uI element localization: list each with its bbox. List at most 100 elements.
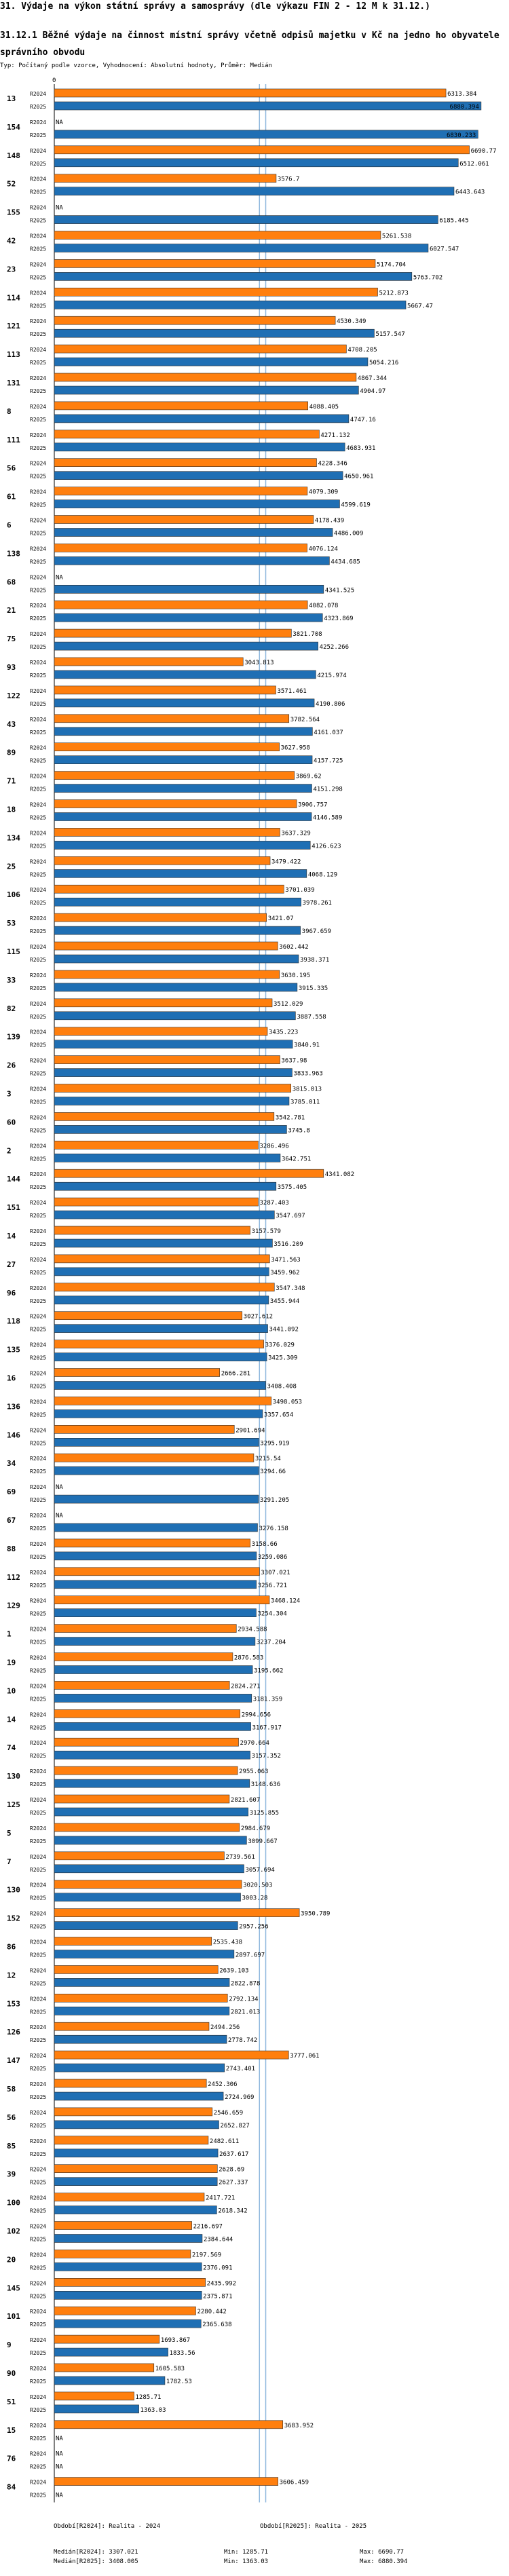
series-label-r2024: R2024 — [30, 603, 46, 609]
series-label-r2025: R2025 — [30, 1099, 46, 1105]
region-id-label: 118 — [7, 1317, 20, 1326]
bar-r2025 — [54, 2177, 218, 2186]
value-label-r2025: 2724.969 — [225, 2094, 254, 2101]
series-label-r2025: R2025 — [30, 900, 46, 906]
value-label-r2025: 3547.697 — [276, 1213, 305, 1219]
region-id-label: 67 — [7, 1516, 16, 1525]
region-id-label: 130 — [7, 1886, 20, 1895]
series-label-r2024: R2024 — [30, 2280, 46, 2286]
bar-r2024 — [54, 1425, 235, 1434]
series-label-r2024: R2024 — [30, 233, 46, 240]
series-label-r2025: R2025 — [30, 1241, 46, 1247]
bar-r2025 — [54, 2376, 166, 2385]
bar-r2025 — [54, 357, 369, 366]
bar-r2024 — [54, 628, 292, 638]
bar-r2024 — [54, 458, 317, 468]
series-label-r2025: R2025 — [30, 1127, 46, 1133]
bar-r2025 — [54, 784, 312, 793]
bar-r2025 — [54, 300, 407, 309]
region-id-label: 39 — [7, 2170, 16, 2179]
series-label-r2024: R2024 — [30, 631, 46, 637]
value-label-r2025: 1833.56 — [170, 2350, 195, 2357]
series-label-r2025: R2025 — [30, 1895, 46, 1901]
series-label-r2025: R2025 — [30, 2436, 46, 2442]
na-label-r2024: NA — [56, 1484, 63, 1491]
value-label-r2024: 2482.611 — [210, 2138, 239, 2145]
bar-r2025 — [54, 1068, 293, 1077]
value-label-r2024: 2876.583 — [234, 1655, 263, 1662]
region-id-label: 85 — [7, 2142, 16, 2151]
series-label-r2025: R2025 — [30, 1355, 46, 1361]
region-id-label: 21 — [7, 606, 16, 615]
bar-r2025 — [54, 187, 455, 196]
series-label-r2024: R2024 — [30, 1513, 46, 1519]
bar-r2024 — [54, 2306, 196, 2315]
value-label-r2024: 3869.62 — [296, 774, 322, 780]
x-axis-zero-label: 0 — [52, 77, 56, 84]
bar-r2024 — [54, 2079, 207, 2088]
series-label-r2024: R2024 — [30, 318, 46, 324]
bar-r2024 — [54, 373, 357, 382]
value-label-r2024: 3043.813 — [244, 660, 274, 666]
region-id-label: 121 — [7, 322, 20, 330]
value-label-r2025: 4683.931 — [346, 445, 375, 452]
region-id-label: 129 — [7, 1602, 20, 1610]
region-id-label: 16 — [7, 1374, 16, 1383]
region-id-label: 18 — [7, 806, 16, 814]
bar-r2024 — [54, 1794, 230, 1804]
region-id-label: 136 — [7, 1402, 20, 1411]
series-label-r2025: R2025 — [30, 1696, 46, 1702]
region-id-label: 1 — [7, 1630, 12, 1639]
value-label-r2024: 4530.349 — [337, 318, 366, 325]
bar-r2025 — [54, 584, 324, 594]
series-label-r2025: R2025 — [30, 417, 46, 423]
value-label-r2024: 3421.07 — [268, 915, 294, 922]
value-label-r2025: 6027.547 — [430, 246, 459, 253]
bar-r2024 — [54, 1340, 264, 1348]
value-label-r2025: 2822.878 — [231, 1980, 260, 1987]
bar-r2025 — [54, 1893, 241, 1901]
value-label-r2025: 4068.129 — [308, 871, 337, 878]
series-label-r2024: R2024 — [30, 1114, 46, 1120]
bar-r2025 — [54, 1921, 238, 1930]
series-label-r2025: R2025 — [30, 1980, 46, 1986]
region-id-label: 25 — [7, 862, 16, 871]
value-label-r2024: 2628.69 — [219, 2167, 244, 2174]
footer-max-2024: Max: 6690.77 — [360, 2549, 404, 2556]
bar-r2024 — [54, 771, 295, 780]
series-label-r2024: R2024 — [30, 774, 46, 780]
value-label-r2024: 5261.538 — [382, 233, 411, 240]
bar-r2024 — [54, 1254, 270, 1264]
bar-r2025 — [54, 613, 323, 622]
series-label-r2025: R2025 — [30, 2037, 46, 2043]
footer-max-2025: Max: 6880.394 — [360, 2558, 408, 2565]
region-id-label: 115 — [7, 947, 20, 956]
region-id-label: 15 — [7, 2426, 16, 2435]
bar-r2024 — [54, 1368, 221, 1377]
value-label-r2025: 3516.209 — [274, 1241, 303, 1248]
series-label-r2025: R2025 — [30, 1071, 46, 1077]
value-label-r2025: 3167.917 — [252, 1724, 282, 1731]
series-label-r2024: R2024 — [30, 2423, 46, 2429]
bar-r2024 — [54, 2420, 284, 2429]
series-label-r2024: R2024 — [30, 2195, 46, 2201]
bar-r2024 — [54, 401, 309, 411]
region-id-label: 145 — [7, 2284, 20, 2292]
series-label-r2025: R2025 — [30, 2151, 46, 2157]
series-label-r2024: R2024 — [30, 972, 46, 979]
region-id-label: 114 — [7, 293, 20, 302]
region-id-label: 96 — [7, 1289, 16, 1298]
series-label-r2025: R2025 — [30, 360, 46, 366]
series-label-r2024: R2024 — [30, 2167, 46, 2173]
value-label-r2024: 3471.563 — [271, 1257, 300, 1264]
bar-r2025 — [54, 1694, 252, 1703]
series-label-r2024: R2024 — [30, 830, 46, 836]
bar-r2024 — [54, 1453, 254, 1462]
bar-r2025 — [54, 2007, 230, 2015]
series-label-r2024: R2024 — [30, 261, 46, 267]
value-label-r2024: 4341.082 — [325, 1171, 354, 1178]
series-label-r2025: R2025 — [30, 2464, 46, 2470]
series-label-r2025: R2025 — [30, 1327, 46, 1333]
value-label-r2025: 5667.47 — [407, 303, 433, 309]
bar-r2024 — [54, 1994, 228, 2003]
